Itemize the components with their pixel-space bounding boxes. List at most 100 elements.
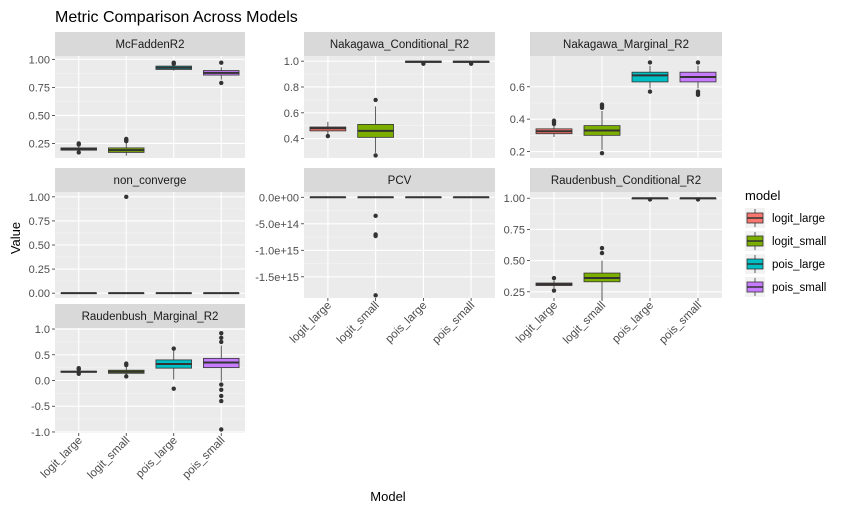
outlier-point (124, 374, 128, 378)
y-tick-label: 0.6 (284, 108, 299, 120)
y-tick-label: -0.5 (31, 401, 50, 413)
outlier-point (373, 98, 377, 102)
outlier-point (77, 141, 81, 145)
panel-background (304, 56, 495, 158)
y-tick-label: 0.2 (510, 147, 525, 159)
y-tick-label: 0.50 (29, 240, 50, 252)
y-tick-label: 0.4 (284, 134, 299, 146)
y-tick-label: 0.0e+00 (259, 192, 299, 204)
outlier-point (77, 366, 81, 370)
outlier-point (600, 151, 604, 155)
outlier-point (600, 102, 604, 106)
outlier-point (648, 60, 652, 64)
facet-strip-label: Nakagawa_Marginal_R2 (563, 39, 689, 51)
x-tick-label: pois_large (610, 300, 656, 346)
facet-Raudenbush_Marginal_R2: Raudenbush_Marginal_R2-1.0-0.50.00.51.0l… (31, 304, 245, 482)
y-tick-label: 0.0 (35, 376, 50, 388)
chart-title: Metric Comparison Across Models (55, 9, 298, 26)
y-tick-label: 0.25 (29, 264, 50, 276)
facet-Nakagawa_Conditional_R2: Nakagawa_Conditional_R20.40.60.81.0 (284, 32, 495, 158)
outlier-point (648, 197, 652, 201)
outlier-point (77, 372, 81, 376)
y-tick-label: 0.5 (35, 350, 50, 362)
x-tick-label: logit_small (561, 300, 608, 347)
outlier-point (77, 150, 81, 154)
panel-background (304, 192, 495, 298)
facet-strip-label: McFaddenR2 (115, 39, 184, 51)
y-tick-label: 1.00 (29, 54, 50, 66)
outlier-point (326, 134, 330, 138)
outlier-point (648, 89, 652, 93)
outlier-point (219, 340, 223, 344)
legend-label: logit_large (772, 213, 825, 225)
y-tick-label: 0.50 (29, 110, 50, 122)
outlier-point (172, 61, 176, 65)
facet-Nakagawa_Marginal_R2: Nakagawa_Marginal_R2 0.2 0.4 0.6 (510, 32, 722, 159)
y-tick-label: 1.0 (35, 324, 50, 336)
outlier-point (172, 387, 176, 391)
outlier-point (552, 288, 556, 292)
outlier-point (373, 293, 377, 297)
legend: model logit_large logit_small pois_largepoi… (745, 188, 826, 297)
outlier-point (219, 394, 223, 398)
facet-Raudenbush_Conditional_R2: Raudenbush_Conditional_R2 0.25 0.50 0.75 1.0… (504, 168, 722, 347)
outlier-point (219, 388, 223, 392)
outlier-point (373, 214, 377, 218)
y-tick-label: 1.00 (29, 192, 50, 204)
facet-McFaddenR2: McFaddenR2 0.25 0.50 0.75 1.00 (29, 32, 245, 158)
x-tick-label: logit_small (85, 435, 132, 482)
facet-PCV: PCV0.0e+00-5.0e+14-1.0e+15-1.5e+15logit_… (255, 168, 495, 347)
legend-label: pois_small (772, 282, 826, 294)
outlier-point (373, 153, 377, 157)
outlier-point (469, 62, 473, 66)
outlier-point (219, 61, 223, 65)
y-tick-label: -1.5e+15 (255, 272, 299, 284)
x-tick-label: logit_large (39, 435, 85, 481)
box-body (632, 72, 668, 82)
outlier-point (373, 234, 377, 238)
outlier-point (421, 62, 425, 66)
x-tick-label: logit_large (514, 300, 560, 346)
x-tick-label: pois_small (430, 300, 477, 347)
panel-background (530, 56, 722, 158)
y-axis-title: Value (8, 222, 23, 254)
y-tick-label: -1.0e+15 (255, 245, 299, 257)
x-axis-title: Model (370, 489, 406, 504)
x-tick-label: pois_large (134, 435, 180, 481)
outlier-point (696, 60, 700, 64)
outlier-point (124, 361, 128, 365)
y-tick-label: 0.25 (29, 138, 50, 150)
facet-strip-label: non_converge (114, 175, 187, 187)
y-tick-label: 0.75 (29, 82, 50, 94)
outlier-point (172, 346, 176, 350)
y-tick-label: 0.50 (504, 256, 525, 268)
y-tick-label: -5.0e+14 (255, 219, 299, 231)
y-tick-label: 0.4 (510, 114, 525, 126)
facet-strip-label: Raudenbush_Conditional_R2 (551, 175, 701, 187)
outlier-point (124, 195, 128, 199)
outlier-point (552, 119, 556, 123)
outlier-point (552, 276, 556, 280)
y-tick-label: 1.00 (504, 193, 525, 205)
x-tick-label: logit_small (335, 300, 382, 347)
legend-title: model (745, 188, 781, 203)
outlier-point (219, 81, 223, 85)
legend-label: pois_large (772, 259, 825, 271)
y-tick-label: 0.75 (504, 224, 525, 236)
y-tick-label: 0.75 (29, 216, 50, 228)
x-tick-label: pois_small (180, 435, 227, 482)
outlier-point (124, 137, 128, 141)
y-tick-label: 0.6 (510, 82, 525, 94)
x-tick-label: pois_large (383, 300, 429, 346)
outlier-point (219, 336, 223, 340)
legend-label: logit_small (772, 236, 826, 248)
outlier-point (219, 427, 223, 431)
x-tick-label: logit_large (288, 300, 334, 346)
y-tick-label: 0.25 (504, 287, 525, 299)
y-tick-label: 0.8 (284, 82, 299, 94)
outlier-point (600, 251, 604, 255)
facet-strip-label: Raudenbush_Marginal_R2 (82, 311, 219, 323)
